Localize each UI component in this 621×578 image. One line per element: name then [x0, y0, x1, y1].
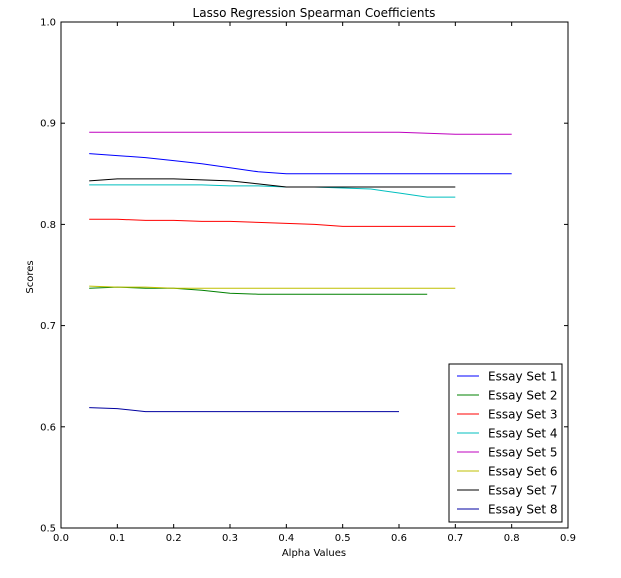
x-tick-label: 0.4	[278, 533, 294, 544]
legend-label-essay-set-1: Essay Set 1	[488, 370, 558, 384]
legend-label-essay-set-6: Essay Set 6	[488, 465, 558, 479]
legend: Essay Set 1 Essay Set 2 Essay Set 3 Essay S…	[448, 363, 563, 523]
legend-label-essay-set-8: Essay Set 8	[488, 503, 558, 517]
plot-frame	[60, 21, 569, 529]
y-tick-label: 0.7	[40, 321, 56, 332]
x-tick-label: 0.9	[560, 533, 576, 544]
series-line-essay-set-4	[89, 184, 456, 198]
series-line-essay-set-8	[89, 407, 399, 413]
legend-box	[448, 363, 563, 523]
x-tick-label: 0.7	[447, 533, 463, 544]
legend-label-essay-set-5: Essay Set 5	[488, 446, 558, 460]
series-line-essay-set-2	[89, 286, 428, 295]
x-axis-label: Alpha Values	[282, 548, 346, 559]
legend-label-essay-set-3: Essay Set 3	[488, 408, 558, 422]
y-tick-label: 0.5	[40, 524, 56, 535]
series-line-essay-set-5	[89, 131, 512, 135]
x-tick-label: 0.3	[222, 533, 238, 544]
legend-label-essay-set-7: Essay Set 7	[488, 484, 558, 498]
y-tick-label: 0.9	[40, 119, 56, 130]
plot-area: 0.0 0.1 0.2 0.3 0.4 0.5 0.6 0.7 0.8 0.9 0.5 0.6 0.7 0…	[40, 18, 576, 545]
x-tick-label: 0.0	[53, 533, 69, 544]
legend-label-essay-set-2: Essay Set 2	[488, 389, 558, 403]
y-tick-label: 1.0	[40, 18, 56, 29]
x-tick-label: 0.6	[391, 533, 407, 544]
x-tick-label: 0.5	[335, 533, 351, 544]
y-tick-label: 0.6	[40, 422, 56, 433]
series-line-essay-set-6	[89, 285, 456, 289]
series-line-essay-set-3	[89, 218, 456, 227]
x-tick-label: 0.8	[504, 533, 520, 544]
y-axis-label: Scores	[25, 260, 36, 293]
series-line-essay-set-1	[89, 153, 512, 175]
series-line-essay-set-7	[89, 178, 456, 188]
x-tick-label: 0.1	[109, 533, 125, 544]
chart-title: Lasso Regression Spearman Coefficients	[193, 6, 436, 20]
legend-label-essay-set-4: Essay Set 4	[488, 427, 558, 441]
x-tick-label: 0.2	[166, 533, 182, 544]
y-tick-label: 0.8	[40, 220, 56, 231]
